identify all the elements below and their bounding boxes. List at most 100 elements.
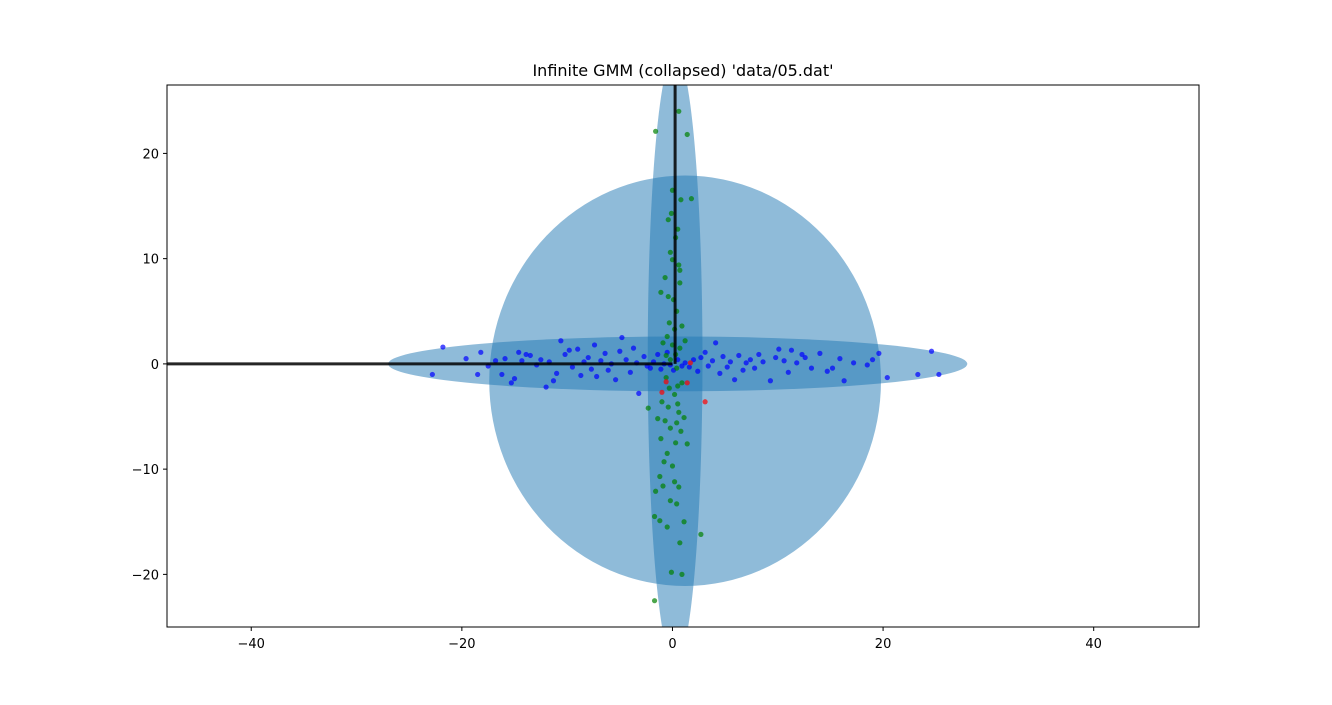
data-point-series-1 — [492, 358, 499, 364]
data-point-series-1 — [588, 366, 594, 372]
y-tick-label: 20 — [142, 147, 159, 162]
data-point-series-2 — [660, 483, 666, 489]
data-point-series-2 — [661, 459, 667, 465]
data-point-series-2 — [677, 280, 683, 286]
data-point-series-2 — [678, 428, 684, 434]
data-point-series-3 — [684, 380, 690, 386]
data-point-series-2 — [676, 409, 682, 415]
data-point-series-1 — [478, 349, 484, 355]
data-point-series-1 — [799, 351, 805, 358]
data-point-series-1 — [829, 365, 836, 371]
data-point-series-1 — [658, 366, 664, 372]
data-point-series-1 — [554, 370, 560, 376]
axis-lines — [167, 85, 677, 366]
chart-title: Infinite GMM (collapsed) 'data/05.dat' — [532, 61, 833, 80]
data-point-series-2 — [653, 128, 659, 134]
data-point-series-1 — [591, 342, 598, 348]
data-point-series-2 — [667, 357, 673, 363]
data-point-series-1 — [543, 384, 549, 390]
data-point-series-1 — [760, 359, 766, 365]
data-point-series-1 — [808, 365, 815, 371]
data-point-series-1 — [817, 350, 823, 356]
data-point-series-1 — [767, 378, 774, 384]
data-point-series-1 — [679, 363, 685, 369]
data-point-series-1 — [623, 357, 629, 363]
data-point-series-2 — [668, 210, 675, 216]
data-point-series-2 — [684, 131, 690, 138]
data-point-series-1 — [876, 350, 882, 356]
data-point-series-1 — [569, 364, 576, 370]
data-point-series-2 — [667, 249, 673, 255]
data-point-series-2 — [665, 217, 671, 223]
plot-frame — [166, 84, 1200, 628]
data-point-series-2 — [664, 450, 670, 456]
data-point-series-3 — [659, 389, 665, 395]
data-point-series-1 — [630, 345, 637, 351]
data-point-series-2 — [679, 380, 685, 386]
data-point-series-1 — [743, 360, 749, 366]
y-axis-ticks: −20 −10 0 10 20 — [132, 147, 167, 583]
data-point-series-1 — [747, 357, 753, 363]
data-point-series-1 — [594, 373, 600, 380]
data-point-series-2 — [678, 197, 684, 203]
data-point-series-1 — [736, 352, 742, 359]
data-point-series-2 — [666, 385, 672, 391]
data-point-series-2 — [664, 524, 670, 530]
x-tick-label: −40 — [238, 637, 265, 652]
data-point-series-2 — [655, 416, 661, 422]
x-tick-label: 20 — [875, 637, 892, 652]
data-point-series-1 — [641, 353, 647, 360]
data-point-series-2 — [657, 473, 663, 480]
data-point-series-1 — [602, 350, 608, 356]
data-point-series-1 — [527, 352, 533, 359]
data-point-series-2 — [663, 374, 669, 381]
scatter-points — [429, 108, 942, 604]
data-point-series-2 — [698, 531, 704, 537]
data-point-series-1 — [824, 368, 830, 374]
gaussian-ellipse-3 — [388, 336, 968, 392]
data-point-series-1 — [756, 351, 762, 358]
x-axis-ticks: −40 −20 0 20 40 — [238, 627, 1102, 652]
data-point-series-1 — [713, 340, 719, 346]
data-point-series-1 — [802, 354, 808, 361]
data-point-series-2 — [679, 323, 685, 329]
data-point-series-2 — [677, 345, 683, 351]
data-point-series-1 — [511, 376, 518, 382]
data-point-series-1 — [727, 359, 733, 365]
data-point-series-1 — [732, 377, 738, 383]
data-point-series-1 — [538, 357, 544, 363]
data-point-series-2 — [675, 401, 681, 407]
data-point-series-1 — [936, 371, 942, 378]
data-point-series-2 — [676, 484, 682, 490]
data-point-series-2 — [651, 598, 658, 604]
data-point-series-2 — [666, 320, 672, 326]
data-point-series-1 — [837, 356, 843, 362]
data-point-series-1 — [429, 371, 435, 378]
data-point-series-1 — [928, 348, 935, 354]
data-point-series-2 — [668, 569, 675, 575]
data-point-series-1 — [627, 369, 633, 375]
data-point-series-1 — [788, 347, 795, 353]
data-point-series-1 — [690, 357, 697, 363]
data-point-series-1 — [850, 360, 857, 366]
data-point-series-2 — [671, 391, 678, 398]
data-point-series-1 — [647, 365, 653, 371]
data-point-series-3 — [687, 360, 693, 366]
data-point-series-1 — [841, 378, 847, 384]
data-point-series-2 — [657, 518, 663, 524]
data-point-series-1 — [709, 358, 716, 364]
data-point-series-2 — [674, 501, 680, 507]
data-point-series-2 — [679, 571, 685, 577]
data-point-series-1 — [655, 351, 661, 358]
data-point-series-1 — [794, 360, 800, 366]
data-point-series-1 — [562, 351, 568, 358]
data-point-series-2 — [664, 333, 670, 340]
data-point-series-1 — [785, 369, 791, 375]
data-point-series-2 — [645, 405, 651, 411]
data-point-series-1 — [619, 334, 625, 341]
data-point-series-2 — [663, 352, 669, 359]
data-point-series-1 — [605, 367, 611, 373]
data-point-series-2 — [688, 196, 695, 202]
data-point-series-1 — [516, 349, 522, 355]
data-point-series-2 — [681, 519, 687, 525]
